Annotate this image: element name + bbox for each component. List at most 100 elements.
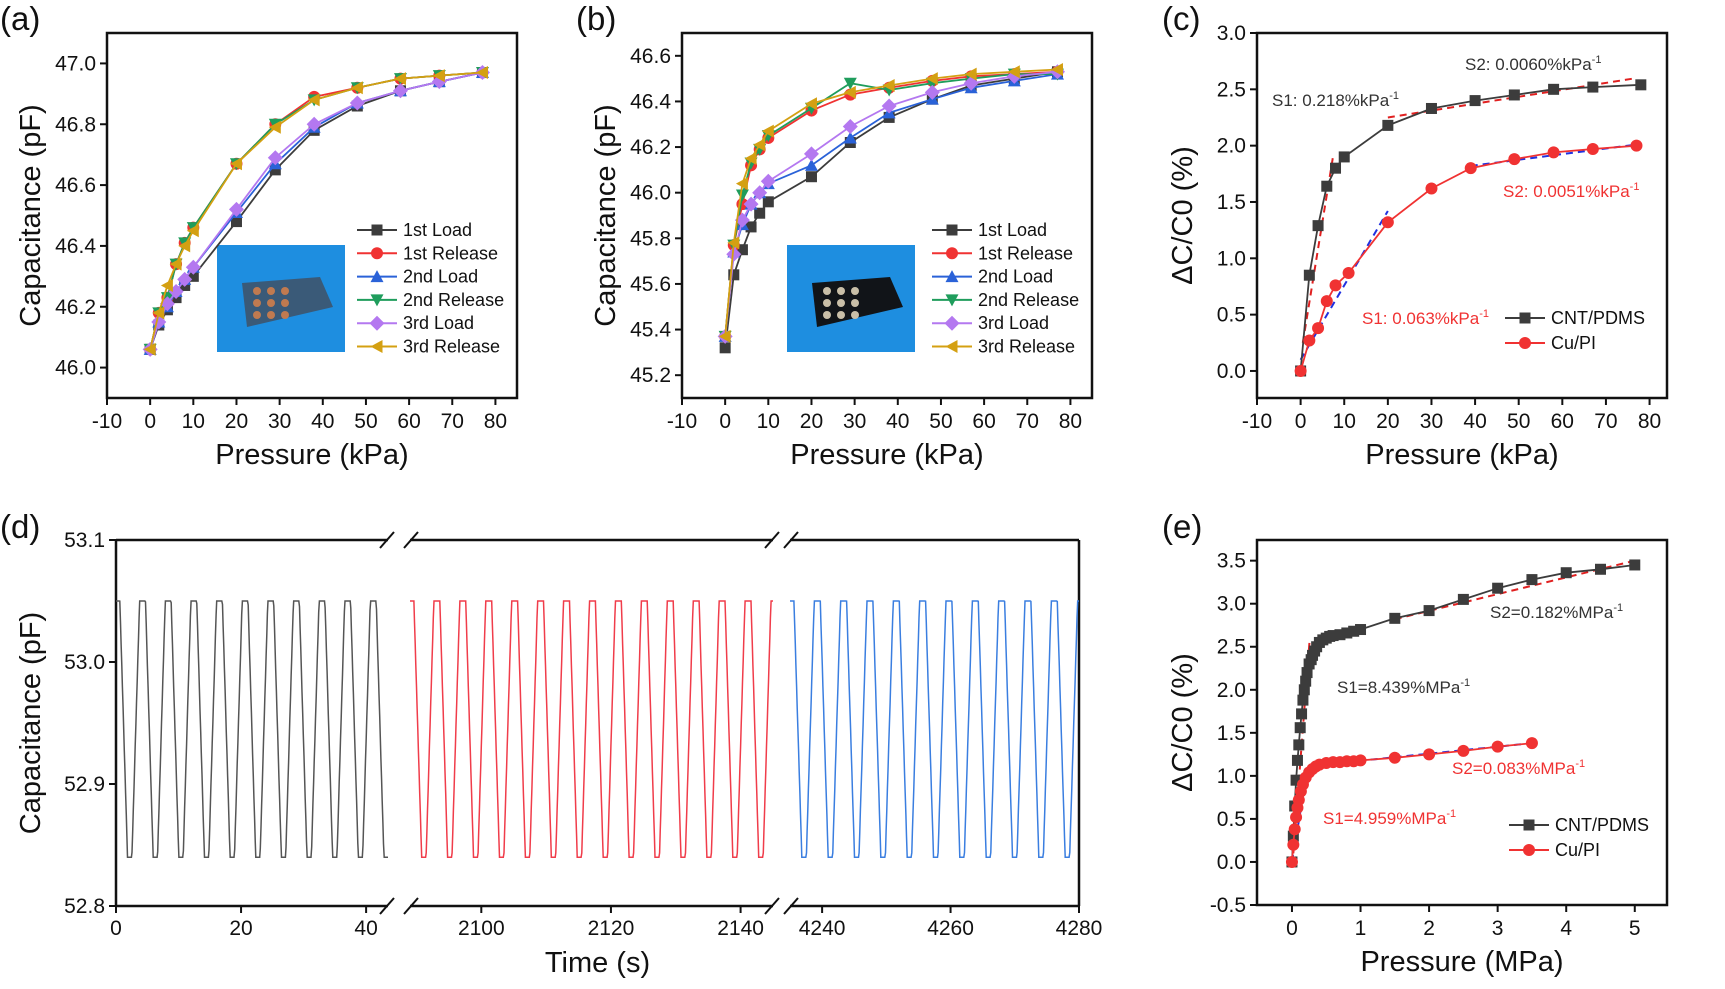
x-tick-label: 10 <box>182 410 205 433</box>
axis-break-mark <box>379 897 395 915</box>
legend-marker <box>945 294 959 307</box>
signal-series-2 <box>410 600 773 858</box>
legend-marker <box>944 315 960 331</box>
x-tick-label: 70 <box>441 410 464 433</box>
x-tick-label: 20 <box>800 410 823 433</box>
x-tick-label: -10 <box>92 410 122 433</box>
y-tick-label: 0.5 <box>1217 808 1246 831</box>
annotation-superscript: -1 <box>1389 90 1399 102</box>
sensor-pad <box>267 311 275 319</box>
data-point <box>1303 334 1316 347</box>
axis-break-mark <box>764 897 780 915</box>
data-point <box>1330 162 1342 174</box>
panel-label: (d) <box>0 508 40 545</box>
x-tick-label: 0 <box>144 410 156 433</box>
sensor-pad <box>253 299 261 307</box>
legend-item: 2nd Release <box>357 290 504 310</box>
annotation-text: S1=4.959%MPa <box>1323 809 1447 828</box>
x-tick-label: 30 <box>268 410 291 433</box>
data-point <box>1355 624 1367 636</box>
data-point <box>269 164 281 176</box>
data-point <box>805 171 817 183</box>
data-point <box>230 216 242 228</box>
x-tick-label: 20 <box>229 917 252 940</box>
data-point <box>1491 740 1504 753</box>
data-point <box>726 246 742 262</box>
data-point <box>1294 364 1307 377</box>
y-tick-label: 46.2 <box>55 296 96 319</box>
x-tick-label: 50 <box>1507 410 1530 433</box>
data-point <box>1508 89 1520 101</box>
legend: 1st Load 1st Release 2nd Load 2nd Release 3r… <box>932 220 1079 357</box>
legend-label: 2nd Load <box>403 267 478 287</box>
data-point <box>1338 151 1350 163</box>
series-cnt-pdms <box>1295 79 1647 377</box>
x-tick-label: 40 <box>311 410 334 433</box>
x-axis-title: Pressure (MPa) <box>1360 946 1563 978</box>
legend-label: 3rd Load <box>403 313 474 333</box>
data-point <box>1629 559 1641 571</box>
x-tick-label: 0 <box>1286 917 1298 940</box>
data-point <box>804 97 817 111</box>
y-tick-label: 46.6 <box>630 45 671 68</box>
data-point <box>1635 79 1647 91</box>
x-tick-label: 4 <box>1560 917 1572 940</box>
legend: CNT/PDMS Cu/PI <box>1509 815 1649 860</box>
x-tick-label: 70 <box>1594 410 1617 433</box>
y-tick-label: 1.5 <box>1217 191 1246 214</box>
annotation-text: S1: 0.063%kPa <box>1362 309 1480 328</box>
x-tick-label: 50 <box>929 410 952 433</box>
annotation-superscript: -1 <box>1446 808 1456 820</box>
data-point <box>143 342 156 356</box>
data-point <box>727 236 740 250</box>
data-point <box>1388 751 1401 764</box>
data-point <box>1291 754 1303 766</box>
data-point <box>1354 754 1367 767</box>
data-point <box>1303 269 1315 281</box>
panel-label: (e) <box>1162 508 1202 545</box>
legend-item: Cu/PI <box>1505 333 1596 353</box>
legend-marker <box>369 315 385 331</box>
annotation-superscript: -1 <box>1613 602 1623 614</box>
x-tick-label: 4240 <box>799 917 846 940</box>
x-tick-label: 0 <box>719 410 731 433</box>
data-point <box>186 224 199 238</box>
data-point <box>1464 162 1477 175</box>
x-tick-label: 4260 <box>927 917 974 940</box>
series-3rd-release <box>718 63 1063 343</box>
annotation-superscript: -1 <box>1592 54 1602 66</box>
data-point <box>1300 675 1312 687</box>
data-point <box>964 67 977 81</box>
y-tick-label: 2.5 <box>1217 78 1246 101</box>
x-tick-label: 10 <box>757 410 780 433</box>
y-tick-label: 45.4 <box>630 319 671 342</box>
slope-annotation: S2: 0.0060%kPa-1 <box>1465 54 1601 74</box>
panel-d: (d) 52.8 52.9 53.0 53.1 Capacitance (pF) Time … <box>0 508 1102 979</box>
y-tick-label: 45.2 <box>630 364 671 387</box>
y-tick-label: 46.6 <box>55 174 96 197</box>
data-point <box>1492 582 1504 594</box>
x-tick-label: 80 <box>1059 410 1082 433</box>
data-point <box>1294 722 1306 734</box>
x-tick-label: -10 <box>667 410 697 433</box>
legend-label: 3rd Release <box>978 337 1075 357</box>
data-point <box>169 257 182 271</box>
plot-frame <box>105 31 519 400</box>
data-point <box>882 78 895 92</box>
y-tick-label: 0.0 <box>1217 360 1246 383</box>
slope-annotation: S1: 0.218%kPa-1 <box>1272 90 1399 110</box>
data-point <box>735 189 749 202</box>
data-point <box>843 77 857 90</box>
legend-item: 1st Release <box>357 243 498 263</box>
data-point <box>842 119 858 135</box>
data-point <box>803 146 819 162</box>
data-point <box>760 173 776 189</box>
legend-label: 3rd Release <box>403 337 500 357</box>
data-point <box>1290 774 1302 786</box>
y-tick-label: 2.5 <box>1217 636 1246 659</box>
data-point <box>152 306 165 320</box>
data-point <box>1293 739 1305 751</box>
x-tick-label: 30 <box>843 410 866 433</box>
series-line <box>1299 83 1641 372</box>
x-tick-label: 50 <box>354 410 377 433</box>
